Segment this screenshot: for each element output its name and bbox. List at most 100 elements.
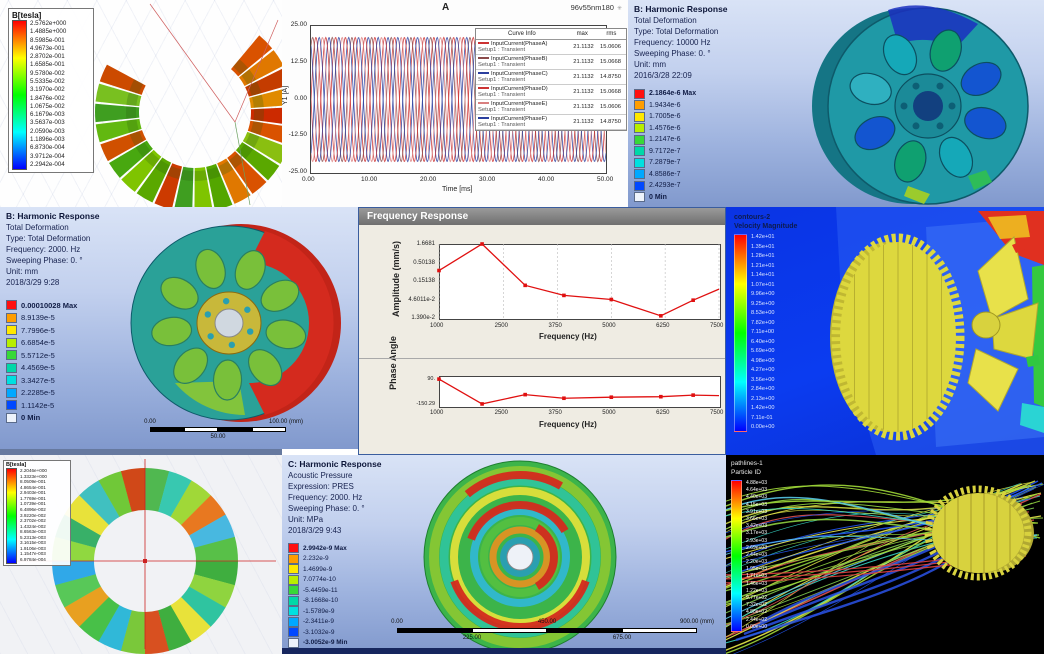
colorbar-value: 1.4885e+000 [30,28,67,36]
curve-name: InputCurrent(PhaseA) [478,41,568,47]
rotor-2d-view[interactable] [0,449,282,654]
info-line: 2018/3/29 9:43 [288,526,342,535]
legend-color-box [634,180,645,191]
freq-x-tick: 1000 [430,323,444,329]
legend-value: 2.232e-9 [303,555,329,563]
legend-value: 2.4293e-7 [649,182,681,190]
colorbar-value: 4.64e+03 [746,487,767,494]
colorbar-value: 2.13e+00 [751,395,775,402]
cfd-contour-view[interactable] [726,207,1044,455]
panel-velocity-contour[interactable]: contours-2 Velocity Magnitude 1.42e+01 1.3… [726,207,1044,455]
curve-color-swatch [478,57,489,60]
panel-particle-pathlines[interactable]: pathlines-1 Particle ID 4.88e+03 4.64e+03 4… [726,455,1044,654]
legend-color-box [634,192,645,203]
wheel-body [812,5,1029,205]
x-tick-label: 40.00 [538,176,555,183]
legend-value: 4.8586e-7 [649,170,681,178]
colorbar-value: 6.9784e-004 [20,557,46,562]
phase-plot-area[interactable] [439,376,721,408]
legend-color-box [6,362,17,373]
legend-row: 3.3427e-5 [6,374,77,387]
legend-color-box [288,574,299,585]
legend-row: 1.1142e-5 [6,399,77,412]
amplitude-plot-area[interactable] [439,244,721,320]
scale-segment [622,628,697,633]
colorbar-value: 1.4324e-002 [20,523,46,529]
phase-x-tick: 3750 [548,410,562,416]
colorbar-value: 7.11e+00 [751,329,775,335]
legend-value: 1.4699e-9 [303,565,333,573]
freq-x-tick: 3750 [548,323,562,329]
panel-current-waveforms[interactable]: A 96v55nm180 ✳ 25.00 12.50 0.00 -12.50 -25.00… [282,0,628,207]
legend-color-box [288,553,299,564]
panel-acoustic-pressure[interactable]: C: Harmonic Response Acoustic Pressure Exp… [282,455,726,654]
legend-value: 3.3427e-5 [21,375,55,385]
legend-value: 5.5712e-5 [21,350,55,360]
scale-label: 50.00 [210,434,226,440]
legend-color-box [6,300,17,311]
legend-row: -5.4459e-11 [288,585,347,596]
legend-color-box [288,616,299,627]
curve-color-swatch [478,72,489,75]
rainbow-colorbar [12,20,27,170]
y-tick-label: -25.00 [288,168,307,175]
legend-color-box [288,637,299,648]
pin-icon: ✳ [616,6,622,12]
legend-row: InputCurrent(PhaseA) Setup1 : Transient 21… [476,40,626,55]
rainbow-colorbar [731,480,742,632]
legend-row: 1.7005e-6 [634,111,696,123]
window-title-bar[interactable]: Frequency Response [359,208,725,225]
colorbar-value: 2.69e+03 [746,544,767,551]
amp-y-tick: 0.50138 [413,259,435,266]
colorbar-value: 2.2046e+000 [20,468,47,473]
legend-header-row: Curve Info max rms [476,29,626,40]
colorbar-value: 8.5985e-001 [30,36,65,44]
x-tick-label: 10.00 [361,176,378,183]
curve-setup: Setup1 : Transient [478,122,526,128]
colorbar-value: 3.42e+03 [746,523,767,530]
colorbar-value: 5.5335e-002 [30,77,65,85]
legend-row: 2.4293e-7 [634,180,696,192]
colorbar-value: 0.00e+00 [746,623,767,630]
wheel-3d-view[interactable] [628,0,1044,207]
colorbar-value: 1.14e+01 [751,272,775,278]
colorbar-value: 4.88e+03 [746,480,767,486]
colorbar-value: 1.07e+01 [751,281,775,288]
legend-header-cell: max [576,31,588,37]
colorbar-value: 2.20e+03 [746,559,767,566]
panel-magnetic-flux-stator[interactable]: B[tesla] 2.5762e+000 1.4885e+000 8.5985e-0… [0,0,282,207]
colorbar-value: 1.21e+01 [751,262,775,269]
result-info-block: C: Harmonic Response Acoustic Pressure Exp… [288,459,382,536]
legend-color-box [634,111,645,122]
phase-x-tick: 1000 [430,410,444,416]
pathlines-3d-view[interactable] [726,455,1044,654]
disc-3d-view[interactable] [282,455,726,654]
legend-row: 2.9942e-9 Max [288,543,347,554]
legend-row: -2.3411e-9 [288,616,347,628]
panel-harmonic-response-2000hz[interactable]: B: Harmonic Response Total Deformation Typ… [0,207,358,449]
wheel-3d-view[interactable] [0,207,358,449]
info-line: B: Harmonic Response [634,4,728,14]
panel-harmonic-response-10000hz[interactable]: B: Harmonic Response Total Deformation Typ… [628,0,1044,207]
colorbar-value: 1.42e+01 [751,234,775,240]
colorbar-value: 1.8476e-002 [30,94,65,102]
curve-max-value: 21.1132 [573,44,594,50]
legend-row: 7.2879e-7 [634,157,696,169]
panel-magnetic-flux-rotor[interactable]: B[tesla] 2.2046e+000 1.3323e+000 8.0509e-0… [0,449,282,654]
legend-row: InputCurrent(PhaseE) Setup1 : Transient 21… [476,100,626,115]
colorbar-value: 2.44e+02 [746,616,767,623]
legend-color-box [6,350,17,361]
scale-segment [472,628,547,633]
colorbar-value: 4.15e+03 [746,501,767,508]
freq-x-tick: 5000 [602,323,616,329]
colorbar-value: 2.9403e-001 [20,490,46,496]
curve-name: InputCurrent(PhaseC) [478,71,568,77]
panel-frequency-response-window[interactable]: Frequency Response Amplitude (mm/s) Phas… [358,207,726,455]
legend-color-box [6,375,17,386]
legend-color-box [288,564,299,575]
curve-name: InputCurrent(PhaseE) [478,101,568,107]
legend-row: -3.0052e-9 Min [288,637,347,649]
colorbar-value: 1.35e+01 [751,243,775,250]
stator-3d-view[interactable] [0,0,282,207]
colorbar-value: 7.82e+00 [751,319,775,326]
